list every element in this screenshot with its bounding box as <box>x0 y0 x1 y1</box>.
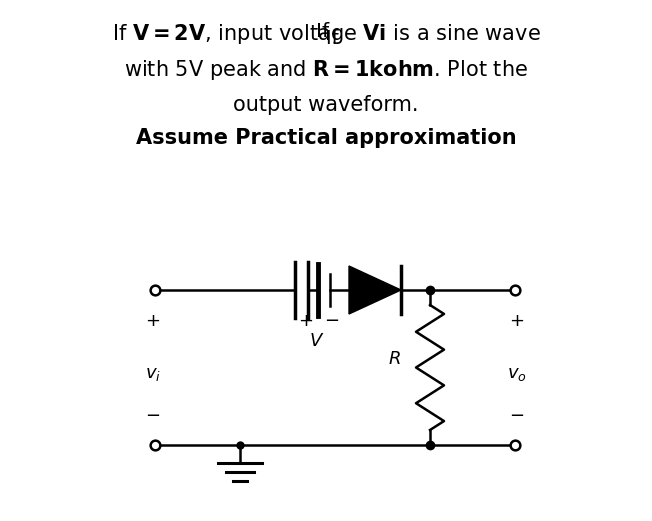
Text: R: R <box>389 351 401 368</box>
Text: V: V <box>310 332 322 350</box>
Text: −: − <box>509 407 525 425</box>
Text: $v_o$: $v_o$ <box>507 365 527 383</box>
Text: −: − <box>145 407 160 425</box>
Text: If: If <box>326 29 345 47</box>
Text: −: − <box>325 312 340 330</box>
Text: Assume Practical approximation: Assume Practical approximation <box>136 128 516 148</box>
Text: $v_i$: $v_i$ <box>145 365 161 383</box>
Text: If $\bf{V=2V}$, input voltage $\bf{Vi}$ is a sine wave: If $\bf{V=2V}$, input voltage $\bf{Vi}$ … <box>111 22 541 46</box>
Polygon shape <box>349 266 401 314</box>
Text: +: + <box>509 312 524 330</box>
Text: +: + <box>145 312 160 330</box>
Text: +: + <box>299 312 314 330</box>
Text: output waveform.: output waveform. <box>233 95 419 115</box>
Text: with 5V peak and $\bf{R=1kohm}$. Plot the: with 5V peak and $\bf{R=1kohm}$. Plot th… <box>124 58 528 82</box>
Text: If: If <box>316 22 336 41</box>
